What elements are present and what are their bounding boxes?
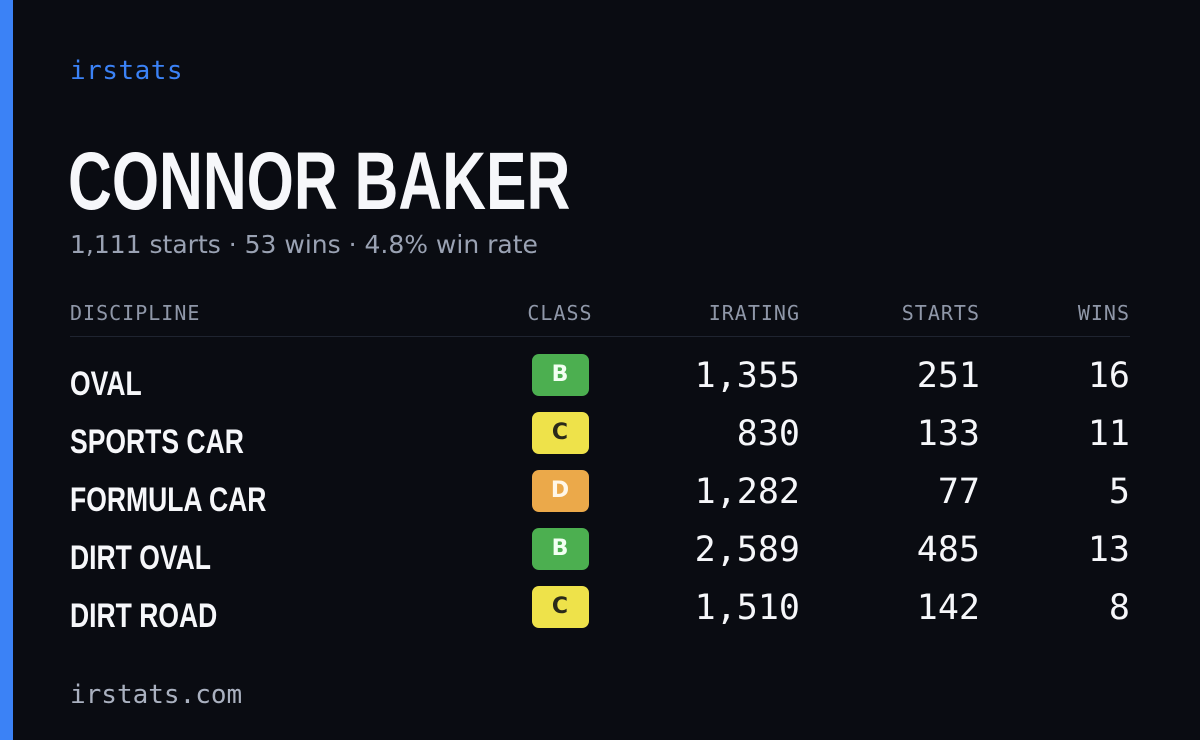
wins-value: 5 — [1108, 472, 1130, 512]
class-badge: B — [531, 528, 589, 570]
class-badge: D — [531, 470, 589, 512]
brand-logo: irstats — [70, 56, 184, 86]
table-row: DIRT OVAL B 2,589 485 13 — [70, 528, 1130, 586]
header-irating: IRATING — [708, 301, 800, 325]
irating-value: 1,510 — [694, 588, 800, 628]
class-badge: B — [531, 354, 589, 396]
table-body: OVAL B 1,355 251 16 SPORTS CAR C 830 133… — [70, 337, 1130, 644]
player-summary: 1,111 starts · 53 wins · 4.8% win rate — [70, 230, 538, 259]
starts-value: 485 — [916, 530, 980, 570]
irating-value: 1,282 — [694, 472, 800, 512]
table-row: FORMULA CAR D 1,282 77 5 — [70, 470, 1130, 528]
table-row: SPORTS CAR C 830 133 11 — [70, 412, 1130, 470]
discipline-label: DIRT OVAL — [70, 539, 211, 577]
footer-url: irstats.com — [70, 680, 243, 710]
class-badge: C — [531, 412, 589, 454]
irating-value: 830 — [736, 414, 800, 454]
table-row: OVAL B 1,355 251 16 — [70, 354, 1130, 412]
wins-value: 13 — [1087, 530, 1130, 570]
discipline-label: DIRT ROAD — [70, 597, 218, 635]
header-starts: STARTS — [901, 301, 980, 325]
wins-value: 16 — [1087, 356, 1130, 396]
discipline-label: OVAL — [70, 365, 142, 403]
starts-value: 251 — [916, 356, 980, 396]
header-wins: WINS — [1077, 301, 1130, 325]
wins-value: 8 — [1108, 588, 1130, 628]
starts-value: 142 — [916, 588, 980, 628]
discipline-label: SPORTS CAR — [70, 423, 244, 461]
table-row: DIRT ROAD C 1,510 142 8 — [70, 586, 1130, 644]
stats-table: DISCIPLINE CLASS IRATING STARTS WINS OVA… — [70, 298, 1130, 644]
irating-value: 1,355 — [694, 356, 800, 396]
starts-value: 133 — [916, 414, 980, 454]
irating-value: 2,589 — [694, 530, 800, 570]
player-name: CONNOR BAKER — [68, 136, 571, 227]
header-class: CLASS — [527, 301, 593, 325]
header-discipline: DISCIPLINE — [70, 301, 201, 325]
wins-value: 11 — [1087, 414, 1130, 454]
table-header: DISCIPLINE CLASS IRATING STARTS WINS — [70, 298, 1130, 337]
class-badge: C — [531, 586, 589, 628]
discipline-label: FORMULA CAR — [70, 481, 267, 519]
starts-value: 77 — [937, 472, 980, 512]
accent-bar — [0, 0, 13, 740]
